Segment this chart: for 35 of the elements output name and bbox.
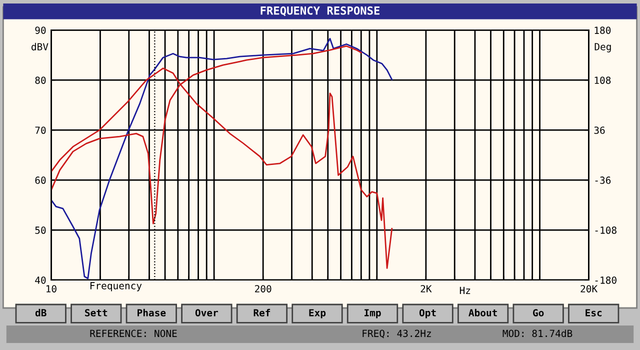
text: Exp — [309, 309, 326, 318]
text: Phase — [138, 308, 166, 316]
y-tick-label: 50 — [35, 226, 46, 234]
x-tick-label: 2K — [420, 285, 432, 292]
text: Sett — [85, 309, 108, 316]
y-tick-label: 70 — [35, 126, 46, 134]
y-tick-label: 60 — [35, 176, 46, 184]
text: FREQ: 43.2Hz — [362, 330, 431, 338]
y2-tick-label: 108 — [594, 76, 611, 84]
y2-tick-label: 180 — [594, 26, 611, 34]
y2-axis-title: Deg — [594, 43, 611, 52]
x-tick-label: 10 — [46, 285, 56, 292]
x-axis-title: Frequency — [90, 282, 142, 292]
text: REFERENCE: NONE — [90, 330, 177, 338]
text: Ref — [254, 308, 270, 316]
text: About — [468, 308, 497, 316]
y2-tick-label: -180 — [595, 276, 616, 284]
y2-tick-label: -108 — [595, 226, 616, 234]
text: Esc — [586, 309, 602, 316]
text: Over — [195, 309, 218, 316]
y-axis-title: dBV — [32, 42, 48, 50]
chart-title: FREQUENCY RESPONSE — [260, 6, 380, 16]
text: dB — [35, 308, 46, 316]
y-tick-label: 90 — [35, 26, 46, 34]
text: Go — [533, 309, 544, 316]
text: Opt — [419, 309, 436, 318]
y-tick-label: 40 — [35, 276, 46, 284]
x-tick-label: 20K — [580, 285, 598, 292]
y2-tick-label: 36 — [594, 126, 605, 134]
y2-tick-label: -36 — [595, 176, 611, 184]
text: Hz — [460, 286, 470, 294]
y-tick-label: 80 — [35, 76, 46, 84]
text: MOD: 81.74dB — [502, 330, 572, 338]
text: Imp — [364, 309, 381, 318]
x-tick-label: 200 — [255, 285, 272, 292]
